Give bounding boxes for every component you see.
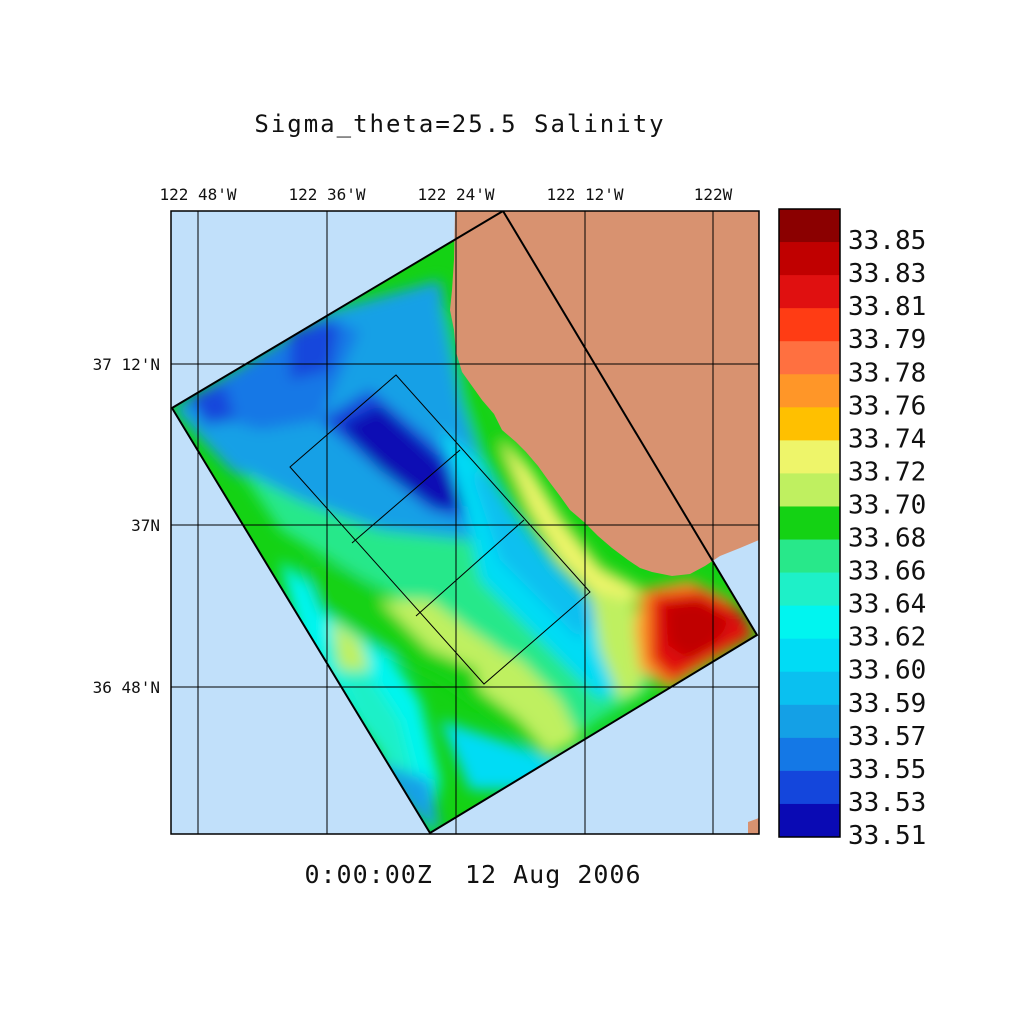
model-domain-outline — [171, 211, 759, 834]
latitude-label: 36 48'N — [93, 678, 160, 697]
colorbar-swatch — [779, 803, 840, 838]
colorbar-label: 33.68 — [848, 524, 926, 554]
colorbar-swatch — [779, 506, 840, 541]
colorbar-swatch — [779, 407, 840, 441]
colorbar-label: 33.70 — [848, 490, 926, 520]
colorbar-label: 33.64 — [848, 590, 926, 620]
colorbar-label: 33.72 — [848, 457, 926, 487]
colorbar-swatch — [779, 341, 840, 375]
map-panel — [171, 211, 759, 834]
longitude-label: 122W — [694, 185, 733, 204]
graticule — [171, 211, 759, 834]
colorbar-swatch — [779, 473, 840, 507]
colorbar-swatch — [779, 209, 840, 243]
colorbar-swatch — [779, 440, 840, 474]
colorbar-label: 33.78 — [848, 358, 926, 388]
timestamp-label: 0:00:00Z 12 Aug 2006 — [304, 860, 641, 889]
colorbar-swatch — [779, 605, 840, 640]
colorbar-swatch — [779, 308, 840, 342]
colorbar-label: 33.60 — [848, 656, 926, 686]
colorbar-label: 33.59 — [848, 689, 926, 719]
colorbar-label: 33.57 — [848, 722, 926, 752]
colorbar-swatch — [779, 704, 840, 739]
colorbar-label: 33.79 — [848, 325, 926, 355]
colorbar-swatch — [779, 374, 840, 408]
map-title: Sigma_theta=25.5 Salinity — [254, 110, 665, 138]
longitude-label: 122 48'W — [159, 185, 236, 204]
land-fragment — [748, 818, 759, 834]
colorbar: 33.8533.8333.8133.7933.7833.7633.7433.72… — [778, 208, 926, 851]
colorbar-label: 33.62 — [848, 623, 926, 653]
latitude-label: 37N — [131, 516, 160, 535]
longitude-label: 122 24'W — [417, 185, 494, 204]
colorbar-label: 33.74 — [848, 424, 926, 454]
longitude-label: 122 12'W — [546, 185, 623, 204]
colorbar-swatch — [779, 572, 840, 607]
colorbar-swatch — [779, 539, 840, 574]
colorbar-swatch — [779, 737, 840, 772]
colorbar-swatch — [779, 242, 840, 276]
colorbar-label: 33.85 — [848, 226, 926, 256]
longitude-label: 122 36'W — [288, 185, 365, 204]
colorbar-label: 33.51 — [848, 821, 926, 851]
colorbar-frame — [778, 208, 841, 838]
map-frame — [170, 210, 760, 835]
colorbar-label: 33.66 — [848, 557, 926, 587]
colorbar-swatch — [779, 638, 840, 673]
colorbar-label: 33.76 — [848, 391, 926, 421]
colorbar-label: 33.83 — [848, 259, 926, 289]
land-mass — [450, 211, 759, 576]
colorbar-label: 33.81 — [848, 292, 926, 322]
latitude-labels: 37 12'N 37N 36 48'N — [93, 355, 160, 697]
colorbar-swatch — [779, 275, 840, 309]
latitude-label: 37 12'N — [93, 355, 160, 374]
colorbar-label: 33.55 — [848, 755, 926, 785]
longitude-labels: 122 48'W 122 36'W 122 24'W 122 12'W 122W — [159, 185, 732, 204]
colorbar-swatch — [779, 770, 840, 805]
inner-subdomain-grid — [289, 374, 591, 685]
colorbar-swatch — [779, 671, 840, 706]
colorbar-label: 33.53 — [848, 788, 926, 818]
